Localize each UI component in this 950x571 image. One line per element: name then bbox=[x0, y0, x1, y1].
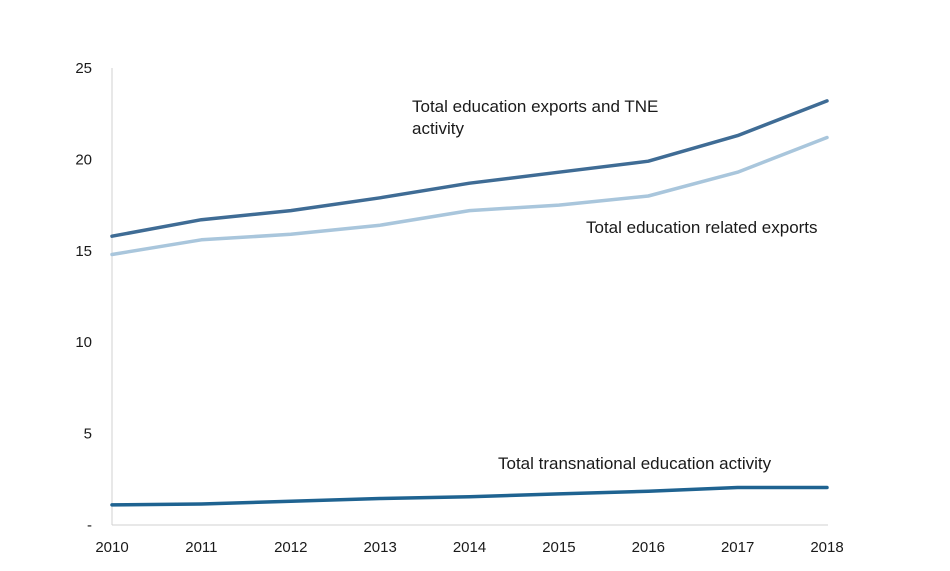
x-tick-label: 2012 bbox=[274, 539, 307, 556]
x-tick-label: 2013 bbox=[363, 539, 396, 556]
y-tick-label: - bbox=[87, 517, 92, 534]
series-line-0 bbox=[110, 99, 829, 238]
x-tick-label: 2016 bbox=[632, 539, 665, 556]
series-line-1 bbox=[110, 135, 829, 257]
annotation-exports-and-tne: Total education exports and TNE activity bbox=[412, 97, 663, 138]
y-tick-label: 25 bbox=[75, 60, 92, 77]
x-tick-label: 2010 bbox=[95, 539, 128, 556]
y-tick-label: 5 bbox=[84, 426, 92, 443]
x-tick-label: 2011 bbox=[185, 539, 217, 556]
y-tick-labels: - 5 10 15 20 25 bbox=[75, 60, 92, 534]
annotation-education-related-exports-line-1: Total education related exports bbox=[586, 218, 818, 237]
series-line-2 bbox=[110, 485, 829, 507]
x-tick-labels: 2010 2011 2012 2013 2014 2015 2016 2017 2018 bbox=[95, 539, 843, 556]
y-tick-label: 10 bbox=[75, 334, 92, 351]
series-lines bbox=[110, 99, 829, 507]
x-tick-label: 2014 bbox=[453, 539, 486, 556]
annotation-education-related-exports: Total education related exports bbox=[586, 218, 818, 237]
annotation-transnational-education-line-1: Total transnational education activity bbox=[498, 454, 772, 473]
y-tick-label: 15 bbox=[75, 243, 92, 260]
x-tick-label: 2018 bbox=[810, 539, 843, 556]
annotation-exports-and-tne-line-1: Total education exports and TNE bbox=[412, 97, 658, 116]
x-tick-label: 2017 bbox=[721, 539, 754, 556]
x-tick-label: 2015 bbox=[542, 539, 575, 556]
annotation-transnational-education: Total transnational education activity bbox=[498, 454, 772, 473]
y-tick-label: 20 bbox=[75, 151, 92, 168]
annotation-exports-and-tne-line-2: activity bbox=[412, 119, 464, 138]
